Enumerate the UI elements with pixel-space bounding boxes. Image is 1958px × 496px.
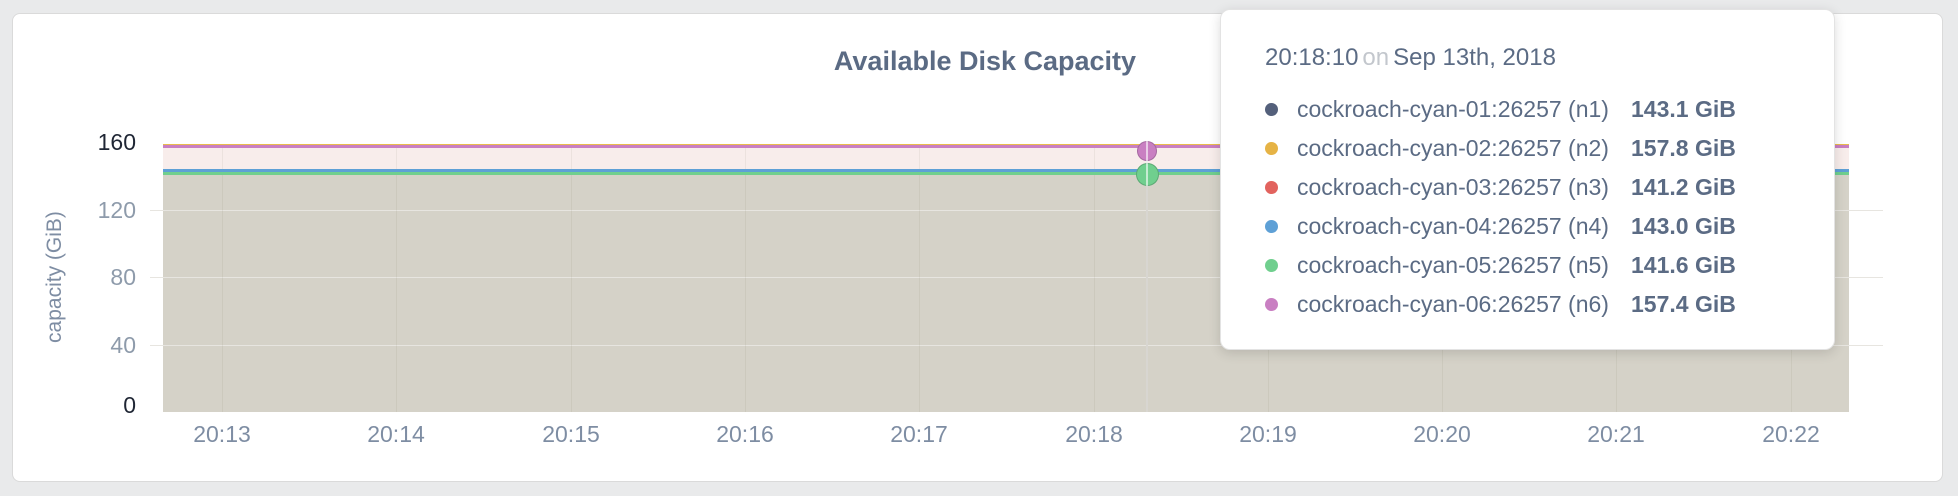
x-tick-label: 20:21 <box>1587 421 1645 447</box>
series-color-dot <box>1265 142 1278 155</box>
tooltip-date: Sep 13th, 2018 <box>1393 44 1556 71</box>
hover-guideline-highlight <box>1146 140 1148 186</box>
series-name: cockroach-cyan-06:26257 (n6) <box>1297 291 1609 317</box>
y-tick-label: 120 <box>97 197 136 223</box>
x-tick-label: 20:18 <box>1065 421 1123 447</box>
y-tick-label: 160 <box>97 129 136 155</box>
series-line-n4 <box>163 169 1849 173</box>
x-gridline <box>1094 146 1095 412</box>
x-tick-label: 20:16 <box>716 421 774 447</box>
y-tick-label: 80 <box>110 264 136 290</box>
x-tick-label: 20:17 <box>890 421 948 447</box>
hover-tooltip: 20:18:10 on Sep 13th, 2018 cockroach-cyan-… <box>1220 9 1835 350</box>
series-value: 143.0 GiB <box>1631 213 1736 239</box>
chart-title: Available Disk Capacity <box>833 46 1137 76</box>
series-color-dot <box>1265 220 1278 233</box>
tooltip-time: 20:18:10 <box>1265 44 1359 71</box>
x-gridline <box>571 146 572 412</box>
series-value: 141.6 GiB <box>1631 252 1736 278</box>
series-line-n6 <box>163 144 1849 148</box>
series-value: 157.8 GiB <box>1631 135 1736 161</box>
y-gridline <box>150 277 1883 278</box>
x-gridline <box>222 146 223 412</box>
y-tick-label: 40 <box>110 332 136 358</box>
tooltip-row: cockroach-cyan-01:26257 (n1) 143.1 GiB <box>1265 90 1776 129</box>
series-name: cockroach-cyan-04:26257 (n4) <box>1297 213 1609 239</box>
tooltip-row: cockroach-cyan-05:26257 (n5) 141.6 GiB <box>1265 246 1776 285</box>
series-color-dot <box>1265 103 1278 116</box>
x-tick-label: 20:19 <box>1239 421 1297 447</box>
x-tick-label: 20:14 <box>367 421 425 447</box>
series-value: 143.1 GiB <box>1631 96 1736 122</box>
series-value: 141.2 GiB <box>1631 174 1736 200</box>
series-line-n5 <box>163 171 1849 175</box>
series-color-dot <box>1265 298 1278 311</box>
series-name: cockroach-cyan-05:26257 (n5) <box>1297 252 1609 278</box>
tooltip-row: cockroach-cyan-02:26257 (n2) 157.8 GiB <box>1265 129 1776 168</box>
x-tick-label: 20:13 <box>193 421 251 447</box>
x-gridline <box>396 146 397 412</box>
series-value: 157.4 GiB <box>1631 291 1736 317</box>
x-tick-label: 20:15 <box>542 421 600 447</box>
y-gridline <box>150 210 1883 211</box>
tooltip-row: cockroach-cyan-03:26257 (n3) 141.2 GiB <box>1265 168 1776 207</box>
x-tick-label: 20:22 <box>1762 421 1820 447</box>
tooltip-timestamp: 20:18:10 on Sep 13th, 2018 <box>1265 44 1776 72</box>
y-gridline <box>150 345 1883 346</box>
x-tick-label: 20:20 <box>1413 421 1471 447</box>
tooltip-row: cockroach-cyan-04:26257 (n4) 143.0 GiB <box>1265 207 1776 246</box>
tooltip-row: cockroach-cyan-06:26257 (n6) 157.4 GiB <box>1265 285 1776 324</box>
hover-guideline <box>1146 142 1148 412</box>
series-color-dot <box>1265 181 1278 194</box>
series-color-dot <box>1265 259 1278 272</box>
series-name: cockroach-cyan-01:26257 (n1) <box>1297 96 1609 122</box>
x-gridline <box>745 146 746 412</box>
tooltip-connector: on <box>1362 44 1390 71</box>
y-tick-label: 0 <box>123 392 136 418</box>
series-name: cockroach-cyan-02:26257 (n2) <box>1297 135 1609 161</box>
series-name: cockroach-cyan-03:26257 (n3) <box>1297 174 1609 200</box>
tooltip-rows: cockroach-cyan-01:26257 (n1) 143.1 GiB coc… <box>1265 90 1776 324</box>
x-gridline <box>919 146 920 412</box>
